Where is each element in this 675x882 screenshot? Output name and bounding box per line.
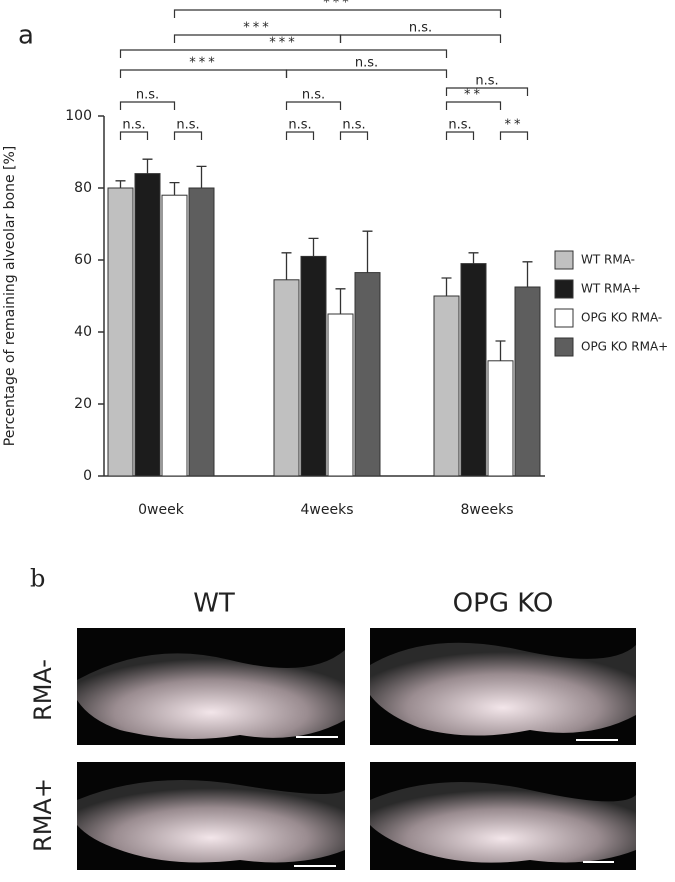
panel-label: b [30,565,45,593]
significance-label: n.s. [355,56,378,71]
significance-bracket [445,87,529,96]
x-tick-label: 0week [138,502,185,518]
significance-bracket [119,49,448,58]
significance-label: *** [189,56,218,71]
significance-label: *** [269,36,298,51]
significance-label: n.s. [409,21,432,36]
error-bar [362,230,373,273]
significance-bracket [119,131,149,140]
error-bar [281,252,292,280]
image [77,628,345,745]
significance-bracket [173,131,203,140]
legend-label: WT RMA- [581,253,635,267]
error-bar [495,340,506,361]
bar [273,279,300,477]
column-label: WT [193,589,235,619]
significance-label: *** [323,0,352,11]
significance-label: ** [464,88,483,103]
significance-label: n.s. [475,74,498,89]
significance-bracket [339,131,369,140]
y-tick-label: 60 [74,252,92,268]
significance-label: n.s. [122,118,145,133]
bar [134,173,161,477]
bar [514,286,541,477]
row-label: RMA+ [29,778,57,852]
bar [161,194,188,477]
significance-bracket [173,34,342,43]
error-bar [142,158,153,174]
micro-ct-images [77,628,636,870]
significance-bracket [285,101,342,110]
legend-label: OPG KO RMA- [581,311,662,325]
y-tick-label: 0 [83,468,92,484]
error-bar [169,181,180,196]
y-tick-label: 20 [74,396,92,412]
significance-bracket [119,69,288,78]
column-label: OPG KO [453,589,554,619]
image [77,762,345,870]
significance-bracket [445,131,475,140]
legend-swatch [554,279,574,299]
significance-bracket [339,34,502,43]
error-bar [522,261,533,287]
legend-swatch [554,337,574,357]
legend-label: WT RMA+ [581,282,641,296]
y-tick-label: 80 [74,180,92,196]
significance-bracket [285,69,448,78]
error-bar [196,165,207,188]
significance-bracket [445,101,502,110]
x-tick-label: 4weeks [301,502,354,518]
legend-swatch [554,250,574,270]
y-tick-label: 40 [74,324,92,340]
significance-label: n.s. [342,118,365,133]
bar [460,263,487,477]
significance-label: *** [243,21,272,36]
error-bar [335,288,346,314]
bar [327,313,354,477]
error-bar [115,180,126,188]
bar [188,187,215,477]
legend-swatch [554,308,574,328]
y-tick-label: 100 [65,108,92,124]
significance-bracket [119,101,176,110]
bar [433,295,460,477]
significance-label: n.s. [176,118,199,133]
bar [107,187,134,477]
image [370,762,636,870]
bar [487,360,514,477]
significance-label: n.s. [302,88,325,103]
error-bar [308,237,319,257]
y-axis-title: Percentage of remaining alveolar bone [%… [2,146,18,447]
legend-label: OPG KO RMA+ [581,340,668,354]
significance-bracket [173,9,502,18]
bar [300,255,327,477]
row-label: RMA- [29,659,57,721]
significance-bracket [285,131,315,140]
error-bar [468,252,479,264]
significance-label: n.s. [136,88,159,103]
bar [354,272,381,477]
x-tick-label: 8weeks [461,502,514,518]
error-bar [441,277,452,296]
significance-bracket [499,131,529,140]
significance-label: n.s. [448,118,471,133]
panel-label: a [18,21,34,51]
significance-label: n.s. [288,118,311,133]
image [370,628,636,745]
significance-label: ** [505,118,524,133]
